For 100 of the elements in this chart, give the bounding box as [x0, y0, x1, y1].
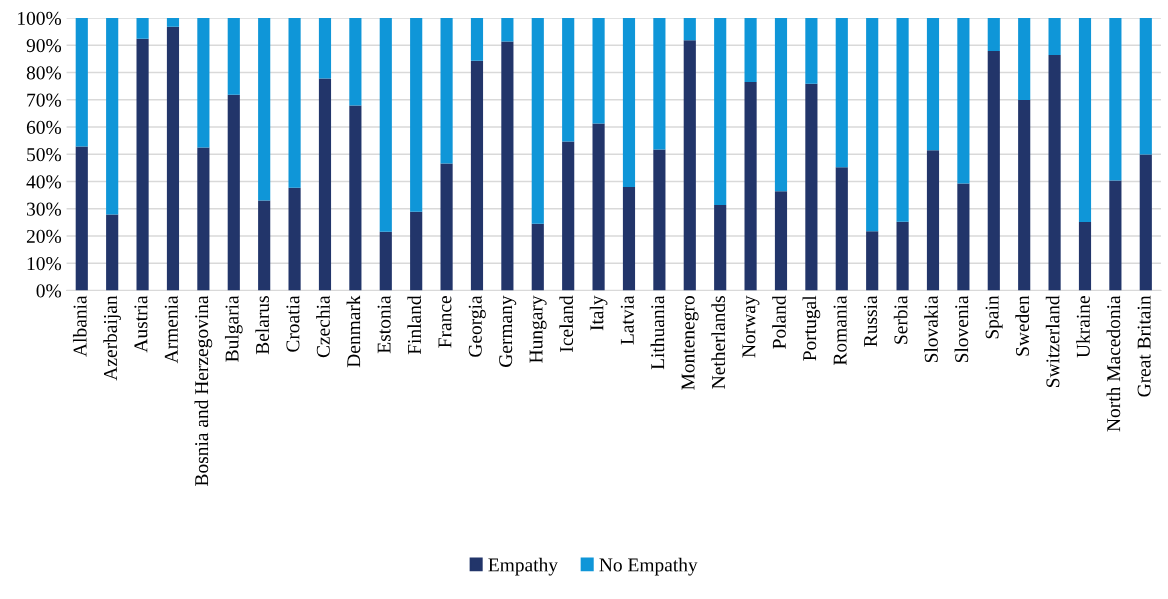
- bar: [1139, 154, 1152, 291]
- x-tick-label: Norway: [742, 295, 760, 358]
- bar: [957, 17, 970, 184]
- x-tick-label: Poland: [772, 295, 786, 349]
- x-tick-label: Finland: [407, 295, 422, 355]
- bar: [987, 17, 1000, 51]
- bar: [75, 146, 88, 291]
- bar: [197, 147, 210, 291]
- x-tick-label: Albania: [72, 295, 87, 357]
- bar: [227, 94, 240, 291]
- bar: [136, 38, 149, 291]
- bar: [562, 17, 575, 142]
- bar: [106, 214, 119, 291]
- y-tick-label: 80%: [26, 66, 62, 80]
- bar: [410, 211, 423, 291]
- y-tick-label: 60%: [26, 120, 62, 134]
- bar: [744, 17, 757, 83]
- bar: [714, 17, 727, 205]
- x-tick-label: Latvia: [620, 295, 634, 345]
- legend-label: No Empathy: [599, 557, 698, 576]
- bar: [349, 17, 362, 106]
- bar: [653, 17, 666, 150]
- bar: [1078, 17, 1092, 223]
- bar: [653, 149, 666, 291]
- bar: [683, 40, 696, 291]
- x-tick-label: Montenegro: [681, 296, 699, 390]
- bar: [1048, 17, 1061, 56]
- bar: [379, 231, 392, 291]
- bar: [774, 17, 788, 192]
- y-tick-label: 20%: [26, 229, 62, 244]
- x-tick-label: Croatia: [286, 295, 300, 352]
- y-tick-label: 100%: [18, 11, 62, 25]
- bar: [440, 163, 453, 291]
- x-tick-label: Ukraine: [1076, 296, 1090, 358]
- bar: [136, 17, 149, 39]
- bar: [805, 17, 818, 84]
- bar: [75, 17, 88, 147]
- bar: [318, 17, 332, 79]
- bar: [835, 17, 848, 168]
- bar: [714, 204, 727, 291]
- bar: [106, 17, 119, 215]
- legend-label: Empathy: [488, 557, 558, 576]
- x-tick-label: Germany: [499, 295, 517, 367]
- bar: [896, 221, 909, 291]
- bar: [835, 167, 848, 291]
- bar: [227, 17, 240, 95]
- bar: [562, 141, 575, 291]
- bar: [1109, 17, 1122, 181]
- bar: [197, 17, 210, 148]
- bar: [349, 105, 362, 291]
- bar: [258, 17, 271, 201]
- bar: [1018, 17, 1031, 101]
- x-tick-label: Sweden: [1015, 295, 1030, 356]
- bar: [288, 187, 301, 291]
- bar: [1139, 17, 1152, 155]
- bar: [166, 17, 180, 27]
- x-tick-label: Azerbaijan: [103, 295, 121, 381]
- x-tick-label: Portugal: [802, 295, 821, 361]
- x-tick-label: Armenia: [164, 295, 178, 364]
- bar: [957, 183, 970, 291]
- bar: [622, 17, 636, 187]
- bar: [501, 17, 514, 42]
- x-tick-label: Switzerland: [1045, 295, 1060, 387]
- x-tick-label: France: [438, 296, 452, 348]
- x-tick-label: Netherlands: [711, 296, 726, 389]
- bar: [592, 123, 605, 291]
- y-tick-label: 50%: [27, 148, 62, 162]
- bar: [470, 60, 484, 291]
- bar: [531, 223, 544, 291]
- x-tick-label: Romania: [833, 295, 847, 366]
- x-tick-label: Great Britain: [1137, 295, 1151, 397]
- bar: [258, 200, 271, 291]
- x-tick-label: Iceland: [559, 295, 574, 352]
- bar: [1078, 222, 1092, 291]
- x-tick-label: Hungary: [529, 295, 547, 363]
- y-tick-label: 0%: [36, 284, 62, 298]
- x-tick-label: Serbia: [893, 295, 908, 344]
- bar: [926, 17, 940, 151]
- bar: [501, 41, 514, 291]
- x-tick-label: North Macedonia: [1106, 295, 1121, 432]
- x-tick-label: Italy: [589, 295, 608, 331]
- x-tick-label: Bulgaria: [224, 295, 243, 362]
- bar: [531, 17, 544, 224]
- bar: [896, 17, 909, 222]
- bar: [866, 231, 879, 291]
- y-tick-label: 70%: [27, 93, 62, 107]
- bar: [805, 83, 818, 291]
- bar: [774, 191, 788, 291]
- bar: [379, 17, 392, 232]
- x-tick-label: Czechia: [316, 295, 330, 358]
- bar: [622, 186, 636, 291]
- x-tick-label: Bosnia and Herzegovina: [194, 295, 213, 486]
- bar: [440, 17, 453, 164]
- bar: [926, 150, 940, 291]
- bar: [987, 50, 1000, 291]
- bar: [1109, 180, 1122, 291]
- bar: [288, 17, 301, 188]
- bar: [744, 82, 757, 291]
- bar: [592, 17, 605, 124]
- bar: [1048, 55, 1061, 291]
